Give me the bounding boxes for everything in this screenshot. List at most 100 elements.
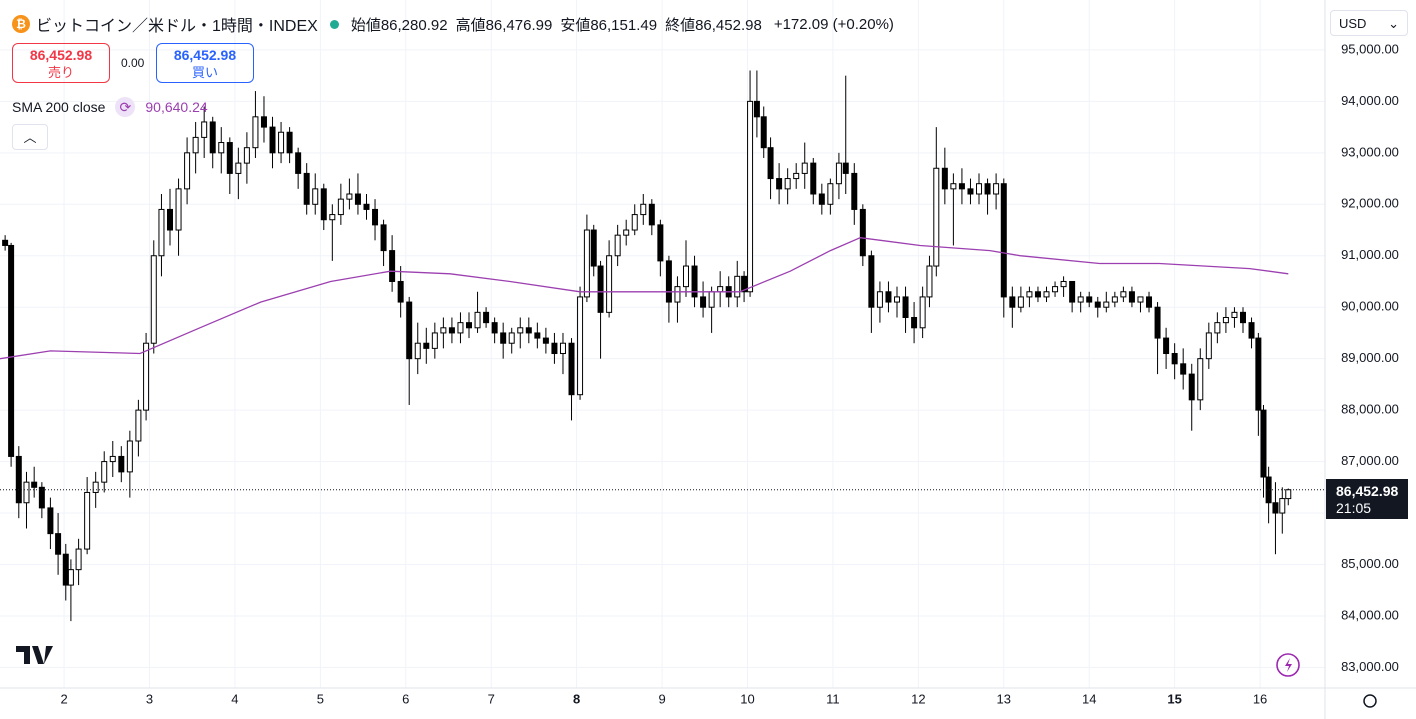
candle-body bbox=[109, 455, 116, 463]
candle-body bbox=[448, 327, 455, 334]
ohlc-label: 高値 bbox=[455, 16, 486, 34]
x-tick-label: 4 bbox=[231, 691, 238, 706]
candle-body bbox=[902, 296, 909, 318]
lightning-icon[interactable] bbox=[1276, 653, 1300, 677]
candle-body bbox=[784, 178, 791, 190]
candle-body bbox=[363, 203, 370, 210]
currency-select[interactable]: USD ⌄ bbox=[1330, 10, 1408, 36]
y-tick-label: 87,000.00 bbox=[1341, 453, 1399, 468]
indicator-name[interactable]: SMA 200 close bbox=[12, 99, 106, 115]
candle-body bbox=[1086, 296, 1093, 303]
candle-body bbox=[525, 327, 532, 334]
x-tick-label: 8 bbox=[573, 691, 580, 706]
ohlc-label: 始値 bbox=[350, 16, 381, 34]
candle-body bbox=[1060, 280, 1067, 288]
candle-body bbox=[175, 188, 182, 231]
candle-body bbox=[606, 255, 613, 313]
candle-body bbox=[8, 244, 15, 457]
candle-body bbox=[1231, 311, 1238, 318]
candle-body bbox=[1077, 296, 1084, 303]
candle-body bbox=[354, 193, 361, 205]
buy-button[interactable]: 86,452.98 買い bbox=[156, 43, 254, 83]
candle-body bbox=[741, 275, 748, 293]
candle-body bbox=[380, 224, 387, 252]
y-tick-label: 84,000.00 bbox=[1341, 607, 1399, 622]
candle-body bbox=[303, 172, 310, 205]
countdown: 21:05 bbox=[1336, 499, 1372, 516]
candle-body bbox=[1052, 286, 1059, 293]
candle-body bbox=[31, 481, 38, 488]
y-tick-label: 83,000.00 bbox=[1341, 659, 1399, 674]
candle-body bbox=[747, 100, 754, 293]
candle-body bbox=[810, 162, 817, 195]
ohlc-item: 高値86,476.99 bbox=[456, 14, 553, 35]
candle-body bbox=[1260, 409, 1267, 478]
buy-price: 86,452.98 bbox=[173, 47, 237, 63]
indicator-value: 90,640.24 bbox=[145, 99, 208, 115]
candle-body bbox=[776, 178, 783, 190]
lightning-glyph bbox=[1285, 658, 1292, 672]
buy-label: 買い bbox=[191, 65, 218, 80]
candle-body bbox=[583, 229, 590, 298]
x-tick-label: 11 bbox=[826, 691, 840, 706]
ohlc-value: 86,280.92 bbox=[380, 16, 448, 34]
candle-body bbox=[682, 265, 689, 288]
candle-body bbox=[62, 553, 69, 586]
candle-body bbox=[1239, 311, 1246, 324]
candle-body bbox=[1248, 322, 1255, 339]
candle-body bbox=[1103, 301, 1110, 308]
loading-icon: ⟳ bbox=[115, 97, 136, 117]
y-tick-label: 95,000.00 bbox=[1341, 41, 1399, 56]
candle-body bbox=[150, 255, 157, 344]
candle-body bbox=[590, 229, 597, 267]
candle-body bbox=[700, 296, 707, 308]
candle-body bbox=[517, 327, 524, 334]
sell-button[interactable]: 86,452.98 売り bbox=[12, 43, 110, 83]
candle-body bbox=[801, 162, 808, 174]
candle-body bbox=[1222, 316, 1229, 324]
sell-label: 売り bbox=[47, 65, 74, 80]
ohlc-item: 始値86,280.92 bbox=[351, 14, 448, 35]
candle-body bbox=[835, 162, 842, 185]
candle-body bbox=[218, 142, 225, 154]
candle-body bbox=[278, 131, 285, 154]
candle-body bbox=[993, 183, 1000, 195]
candle-body bbox=[1128, 291, 1135, 303]
x-tick-label: 16 bbox=[1253, 691, 1267, 706]
candle-body bbox=[295, 152, 302, 174]
candle-body bbox=[55, 533, 62, 555]
x-tick-label: 7 bbox=[488, 691, 495, 706]
candle-body bbox=[708, 291, 715, 308]
y-tick-label: 93,000.00 bbox=[1341, 144, 1399, 159]
candle-body bbox=[1069, 280, 1076, 303]
candle-body bbox=[457, 322, 464, 334]
collapse-button[interactable]: ︿ bbox=[12, 124, 48, 150]
candle-body bbox=[623, 229, 630, 236]
candle-body bbox=[184, 152, 191, 190]
symbol-title[interactable]: ビットコイン／米ドル・1時間・INDEX bbox=[36, 18, 318, 35]
currency: USD bbox=[1339, 16, 1367, 31]
sma-line bbox=[0, 237, 1289, 360]
candle-body bbox=[534, 332, 541, 339]
candle-body bbox=[614, 234, 621, 257]
candle-body bbox=[911, 316, 918, 329]
ohlc-value: 86,476.99 bbox=[485, 16, 553, 34]
candle-body bbox=[950, 183, 957, 190]
x-tick-label: 14 bbox=[1082, 691, 1096, 706]
candle-body bbox=[75, 548, 82, 571]
candle-body bbox=[941, 167, 948, 190]
candle-body bbox=[842, 162, 849, 174]
sell-price: 86,452.98 bbox=[29, 47, 93, 63]
candle-body bbox=[984, 183, 991, 195]
candle-body bbox=[500, 332, 507, 344]
candle-body bbox=[252, 116, 259, 149]
change: +172.09 (+0.20%) bbox=[773, 15, 894, 33]
candle-body bbox=[1154, 306, 1161, 339]
candle-body bbox=[1026, 291, 1033, 298]
indicator-legend: SMA 200 close ⟳ 90,640.24 bbox=[12, 97, 208, 117]
candle-body bbox=[734, 275, 741, 298]
candle-body bbox=[1197, 358, 1204, 401]
x-tick-label: 10 bbox=[740, 691, 754, 706]
settings-icon[interactable] bbox=[1363, 694, 1377, 708]
